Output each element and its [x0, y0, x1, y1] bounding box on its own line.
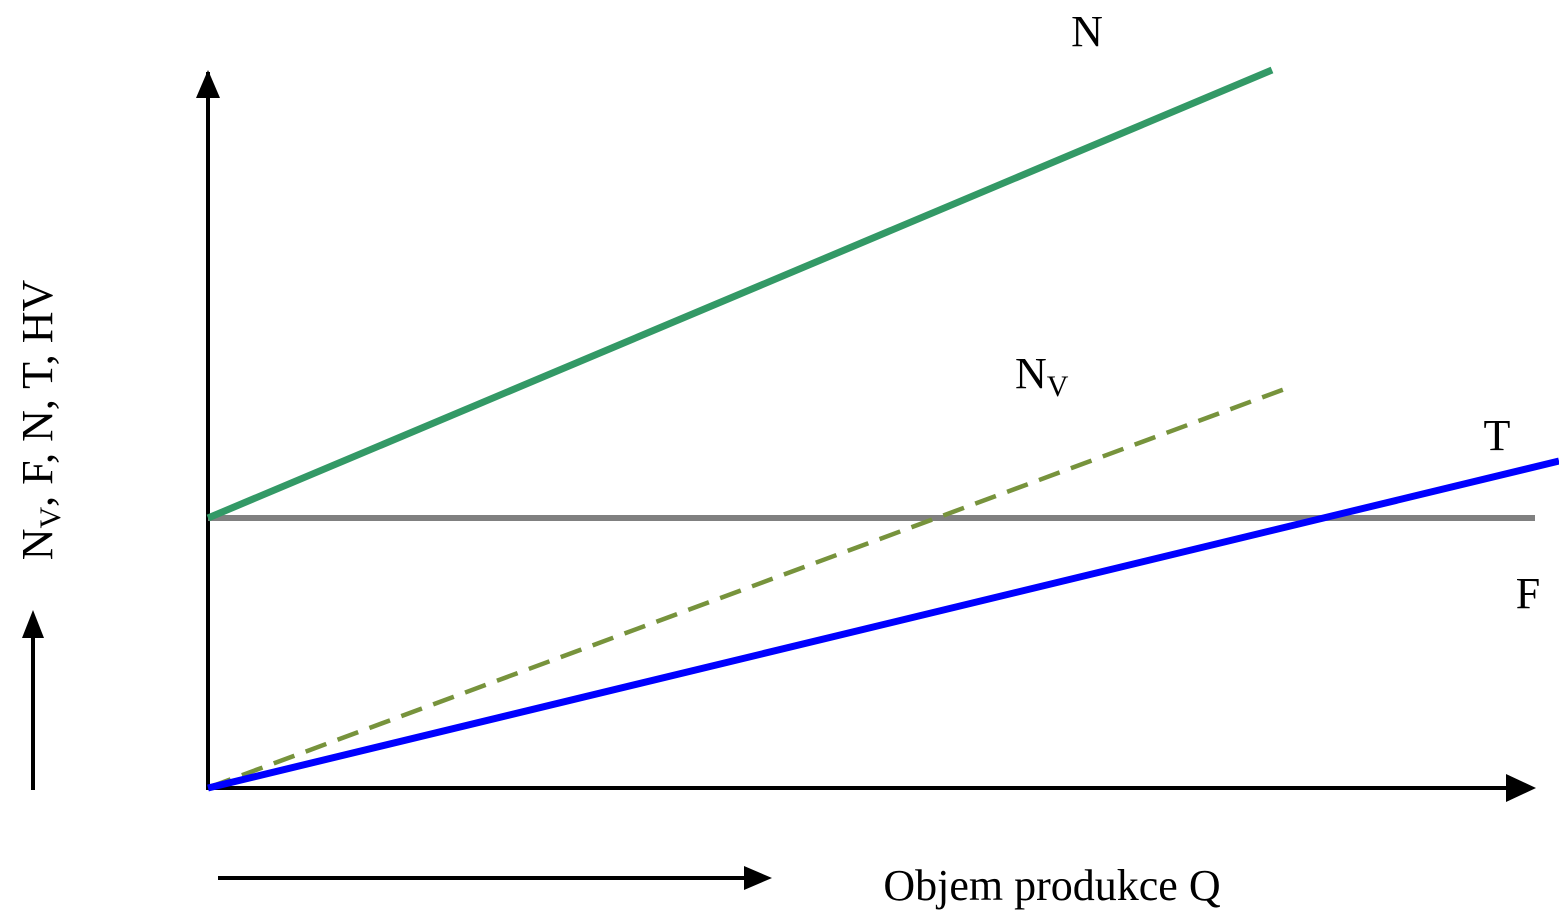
label-sub: V: [1047, 370, 1069, 403]
y-label-arrow-head: [22, 610, 44, 638]
line-t: [207, 457, 1559, 792]
label-sub: V: [34, 506, 67, 528]
line-label: F: [1516, 569, 1540, 618]
x-axis-arrow: [1506, 774, 1536, 802]
line-nv: [209, 383, 1294, 790]
line-label: T: [1484, 411, 1511, 460]
line-label: NV: [1015, 349, 1069, 403]
label-main: N: [1015, 349, 1047, 398]
label-main: N: [13, 528, 62, 560]
label-rest: , F, N, T, HV: [13, 280, 62, 507]
x-label-arrow-head: [744, 866, 772, 890]
line-n: [206, 66, 1274, 522]
y-axis-label: NV, F, N, T, HV: [13, 280, 67, 561]
line-label: N: [1071, 7, 1103, 56]
y-axis-arrow: [196, 70, 220, 98]
x-axis-label: Objem produkce Q: [883, 861, 1220, 910]
